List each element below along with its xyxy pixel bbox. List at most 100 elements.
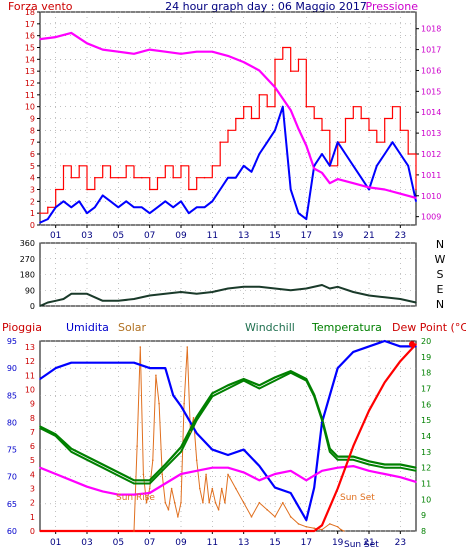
wind-average-point	[78, 200, 80, 203]
wind-average-point	[117, 206, 120, 209]
rain-tick-label: 4	[30, 470, 35, 479]
temperature-point	[336, 455, 339, 458]
wind-gust-point	[54, 188, 57, 191]
windchill-point	[242, 379, 245, 382]
rain-tick-label: 6	[30, 442, 35, 451]
wind-average-point	[227, 176, 229, 179]
wind-gust-point	[360, 117, 362, 120]
dewpoint-point	[117, 493, 120, 496]
hour-tick-label: 09	[175, 231, 187, 241]
humidity-point	[289, 492, 292, 494]
solar-point	[297, 523, 300, 525]
wind-average-point	[399, 153, 402, 155]
wind-gust-point	[352, 105, 355, 108]
humidity-tick-label: 75	[7, 446, 17, 455]
rain-point	[313, 530, 315, 532]
hour-tick-label: 05	[113, 231, 124, 241]
temperature-tick-label: 16	[421, 400, 431, 409]
wind-direction-point	[329, 287, 331, 290]
wind-average-point	[148, 212, 151, 214]
solar-point	[152, 459, 154, 462]
wind-gust-point	[313, 117, 315, 120]
wind-speed-tick-label: 2	[30, 197, 35, 206]
windchill-point	[101, 466, 104, 469]
temperature-point	[180, 446, 182, 448]
wind-average-point	[195, 206, 198, 209]
rain-point	[352, 445, 355, 447]
solar-point	[205, 473, 207, 476]
wind-gust-point	[227, 129, 229, 132]
wind-gust-line	[40, 46, 417, 214]
wind-speed-tick-label: 0	[30, 221, 35, 230]
temperature-point	[39, 425, 41, 428]
wind-average-point	[391, 141, 394, 143]
temperature-point	[242, 378, 245, 380]
rain-tick-label: 5	[30, 456, 35, 465]
rain-point	[39, 530, 41, 532]
wind-gust-point	[344, 117, 347, 120]
dewpoint-point	[274, 473, 276, 475]
windchill-point	[329, 451, 331, 453]
wind-gust-point	[78, 165, 80, 167]
wind-gust-point	[203, 176, 206, 179]
wind-average-point	[172, 206, 174, 209]
temperature-point	[211, 392, 214, 395]
solar-point	[313, 527, 315, 529]
wind-gust-point	[47, 206, 49, 209]
wind-gust-point	[195, 176, 198, 179]
wind-speed-tick-label: 10	[25, 103, 35, 112]
rain-tick-label: 0	[30, 527, 35, 536]
sun-set-axis-label: Sun Set	[344, 540, 379, 550]
wind-average-point	[211, 200, 214, 203]
wind-gust-point	[101, 165, 104, 167]
wind-gust-point	[266, 105, 268, 108]
pressure-point	[415, 197, 417, 199]
dewpoint-point	[321, 470, 323, 472]
hour-tick-label-bottom: 19	[332, 538, 344, 548]
wind-direction-point	[258, 285, 261, 288]
wind-direction-point	[164, 292, 167, 295]
solar-point	[266, 508, 268, 511]
rain-current-marker	[409, 341, 415, 348]
windchill-point	[227, 387, 229, 390]
wind-direction-point	[39, 305, 41, 307]
pressure-point	[195, 50, 198, 53]
hour-tick-label-bottom: 03	[81, 538, 92, 548]
compass-label: N	[436, 298, 444, 311]
wind-direction-line	[39, 284, 417, 307]
wind-average-point	[235, 176, 237, 179]
direction-tick-label: 90	[25, 286, 35, 295]
rain-point	[399, 360, 402, 362]
wind-direction-point	[195, 292, 198, 295]
windchill-point	[86, 458, 88, 461]
wind-average-point	[101, 194, 104, 197]
rain-point	[321, 524, 323, 527]
dewpoint-point	[368, 470, 370, 472]
solar-point	[208, 501, 210, 504]
direction-tick-label: 270	[20, 255, 35, 264]
wind-gust-point	[125, 165, 127, 167]
wind-gust-point	[250, 117, 253, 120]
solar-point	[217, 508, 220, 511]
temperature-tick-label: 14	[421, 432, 431, 441]
pressure-point	[368, 186, 370, 189]
wind-direction-point	[368, 294, 370, 297]
humidity-point	[195, 432, 198, 435]
solar-point	[199, 487, 201, 490]
wind-speed-tick-label: 12	[25, 79, 35, 88]
series-middle	[39, 284, 417, 307]
wind-speed-title: Forza vento	[8, 0, 73, 13]
windchill-point	[399, 466, 402, 469]
temperature-point	[274, 376, 276, 379]
wind-gust-point	[117, 176, 120, 179]
wind-speed-tick-label: 17	[25, 20, 35, 29]
temperature-tick-label: 11	[421, 480, 431, 489]
dewpoint-point	[70, 479, 73, 482]
wind-average-point	[39, 221, 41, 224]
wind-gust-point	[133, 176, 135, 179]
temperature-point	[368, 460, 370, 463]
temperature-point	[133, 479, 135, 482]
humidity-point	[258, 465, 261, 467]
wind-pressure-panel	[39, 11, 417, 226]
pressure-point	[289, 109, 292, 111]
